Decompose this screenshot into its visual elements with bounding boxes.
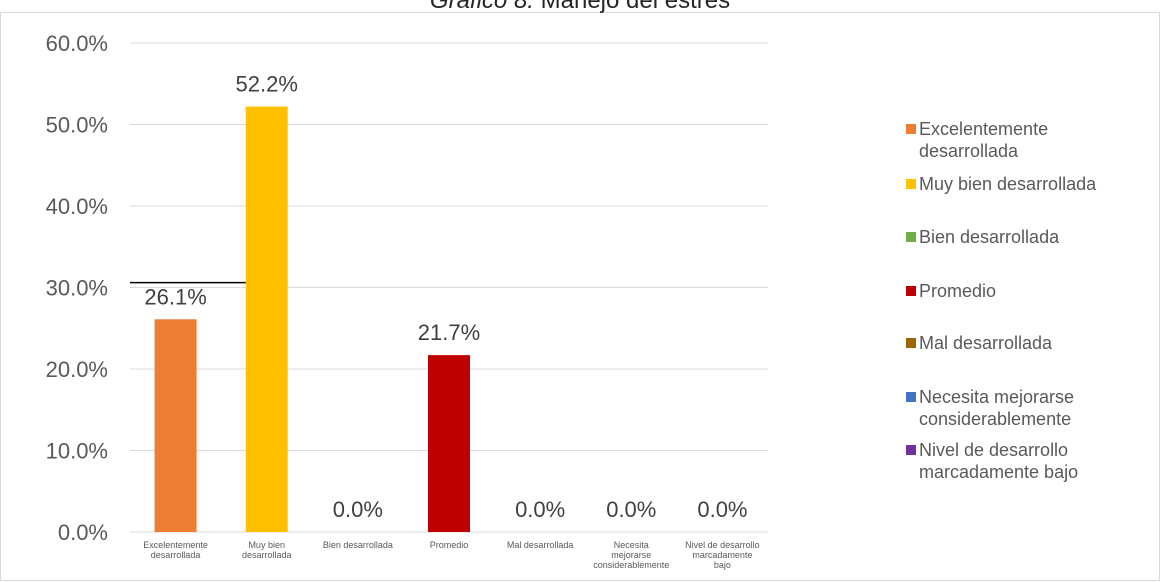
legend-swatch [906,445,916,455]
legend-label: Necesita mejorarse [919,387,1074,407]
y-tick-label: 0.0% [58,520,108,545]
x-category-label: bajo [714,560,731,570]
legend-label: Bien desarrollada [919,227,1060,247]
bar [154,319,197,532]
x-category-label: desarrollada [151,550,201,560]
data-label: 0.0% [515,497,565,522]
legend-swatch [906,124,916,134]
x-category-label: Mal desarrollada [507,540,574,550]
x-category-label: Necesita [614,540,649,550]
legend-swatch [906,286,916,296]
legend-label: considerablemente [919,409,1071,429]
x-category-label: Promedio [430,540,469,550]
y-axis-ticks: 0.0% 10.0% 20.0% 30.0% 40.0% 50.0% 60.0% [46,31,108,545]
x-category-label: marcadamente [692,550,752,560]
legend-label: Excelentemente [919,119,1048,139]
legend-swatch [906,392,916,402]
data-label: 26.1% [144,284,206,309]
data-label: 0.0% [697,497,747,522]
legend-label: Mal desarrollada [919,333,1053,353]
x-category-label: Excelentemente [143,540,208,550]
chart-title-text: Manejo del estrés [534,0,730,14]
legend-label: Nivel de desarrollo [919,440,1068,460]
bars [154,106,470,532]
x-category-label: Bien desarrollada [323,540,393,550]
data-label: 52.2% [236,72,298,97]
legend-swatch [906,338,916,348]
x-category-label: desarrollada [242,550,292,560]
gridlines [130,42,768,533]
data-label: 0.0% [333,497,383,522]
legend-label: Promedio [919,281,996,301]
data-label: 21.7% [418,320,480,345]
legend-swatch [906,232,916,242]
y-tick-label: 40.0% [46,194,108,219]
bar [245,106,288,532]
data-label: 0.0% [606,497,656,522]
chart-title: Gráfico 8. Manejo del estrés [430,0,730,14]
legend-label: marcadamente bajo [919,462,1078,482]
legend-label: Muy bien desarrollada [919,174,1097,194]
y-tick-label: 50.0% [46,113,108,138]
data-labels: 26.1% 52.2% 0.0% 21.7% 0.0% 0.0% 0.0% [144,72,747,522]
x-category-label: mejorarse [611,550,651,560]
chart-title-number: Gráfico 8. [430,0,534,14]
x-category-label: Nivel de desarrollo [685,540,760,550]
bar [428,355,470,532]
y-tick-label: 20.0% [46,357,108,382]
x-category-label: considerablemente [593,560,669,570]
y-tick-label: 10.0% [46,439,108,464]
legend-label: desarrollada [919,141,1019,161]
y-tick-label: 30.0% [46,276,108,301]
legend-swatch [906,179,916,189]
x-category-label: Muy bien [248,540,285,550]
y-tick-label: 60.0% [46,31,108,56]
